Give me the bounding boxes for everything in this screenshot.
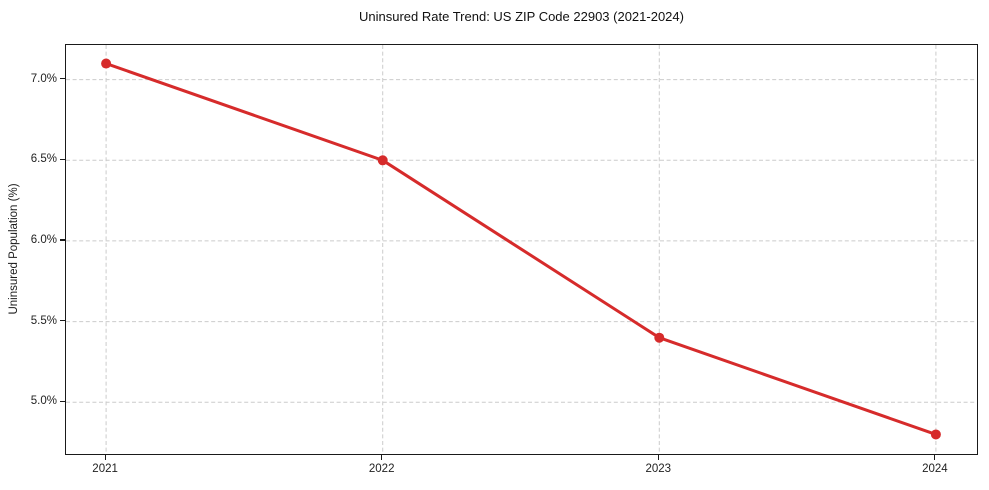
x-tick-mark bbox=[657, 455, 659, 460]
y-tick-label: 5.0% bbox=[30, 395, 57, 408]
y-tick-label: 5.5% bbox=[30, 314, 57, 327]
x-tick-label: 2023 bbox=[645, 463, 672, 475]
data-point-marker bbox=[377, 155, 388, 166]
data-point-marker bbox=[101, 58, 112, 69]
trend-line bbox=[104, 62, 938, 436]
y-tick-mark bbox=[60, 239, 65, 241]
y-tick-label: 7.0% bbox=[30, 72, 57, 85]
y-tick-mark bbox=[60, 158, 65, 160]
y-axis-label: Uninsured Population (%) bbox=[8, 183, 20, 315]
x-tick-mark bbox=[934, 455, 936, 460]
x-tick-mark bbox=[381, 455, 383, 460]
y-tick-label: 6.5% bbox=[30, 153, 57, 166]
x-tick-mark bbox=[104, 455, 106, 460]
x-tick-label: 2021 bbox=[92, 463, 118, 475]
chart-title: Uninsured Rate Trend: US ZIP Code 22903 … bbox=[359, 9, 684, 24]
y-tick-mark bbox=[60, 319, 65, 322]
y-tick-mark bbox=[60, 78, 65, 80]
y-tick-label: 6.0% bbox=[30, 233, 57, 246]
x-tick-label: 2022 bbox=[368, 463, 395, 475]
data-point-marker bbox=[654, 332, 665, 343]
y-tick-mark bbox=[60, 400, 65, 402]
x-tick-label: 2024 bbox=[922, 463, 948, 475]
plot-area bbox=[65, 44, 978, 455]
data-point-marker bbox=[930, 429, 941, 440]
plot-svg bbox=[66, 45, 976, 453]
